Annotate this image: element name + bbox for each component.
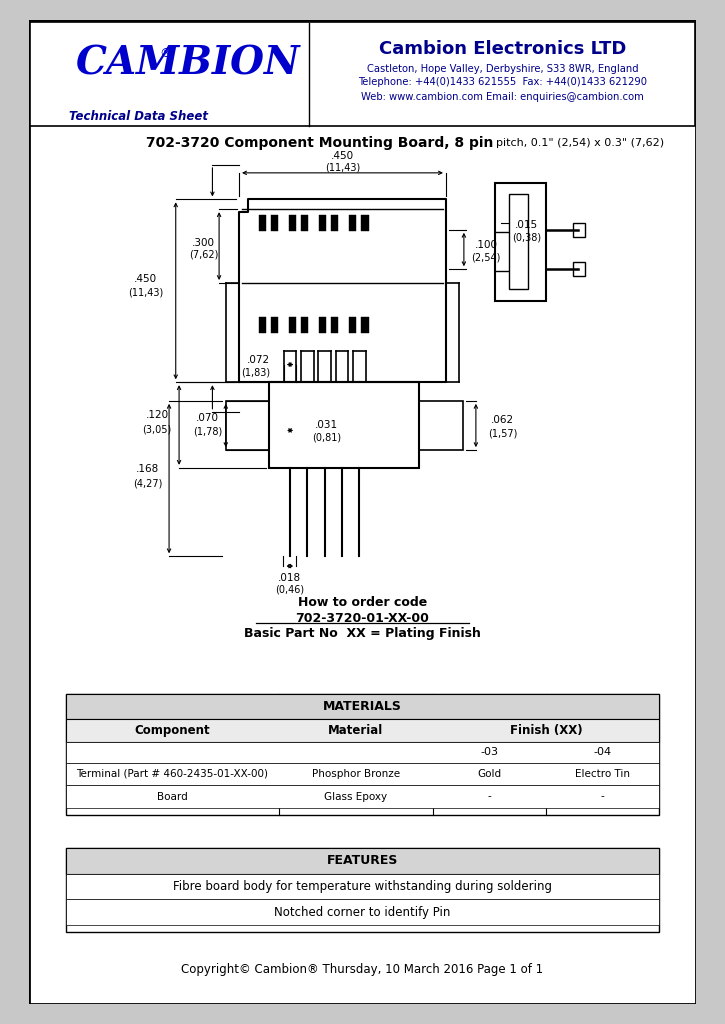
Text: Notched corner to identify Pin: Notched corner to identify Pin [274,905,451,919]
Bar [331,317,339,333]
Text: FEATURES: FEATURES [327,854,398,867]
Bar [66,720,659,742]
Text: .120: .120 [146,411,169,420]
Text: Material: Material [328,724,384,737]
Text: (1,57): (1,57) [488,428,517,438]
Text: Basic Part No  XX = Plating Finish: Basic Part No XX = Plating Finish [244,628,481,640]
Text: -: - [601,792,605,802]
Text: .015: .015 [515,220,538,230]
Text: .070: .070 [196,413,219,423]
Text: -: - [487,792,491,802]
Text: , pitch, 0.1" (2,54) x 0.3" (7,62): , pitch, 0.1" (2,54) x 0.3" (7,62) [489,138,664,148]
Bar [573,262,584,276]
Bar [66,785,659,808]
Text: .300: .300 [192,238,215,248]
Text: (11,43): (11,43) [325,163,360,173]
Text: ®: ® [160,47,172,60]
Text: .062: .062 [491,415,514,425]
Text: Gold: Gold [477,769,501,779]
Bar [349,317,357,333]
Text: -04: -04 [594,748,612,758]
Text: Copyright© Cambion® Thursday, 10 March 2016 Page 1 of 1: Copyright© Cambion® Thursday, 10 March 2… [181,963,544,976]
Text: Technical Data Sheet: Technical Data Sheet [69,111,208,123]
Bar [509,195,528,289]
Text: Glass Epoxy: Glass Epoxy [324,792,387,802]
Text: .018: .018 [278,572,302,583]
Bar [66,763,659,785]
Text: .450: .450 [134,274,157,284]
Text: Component: Component [135,724,210,737]
Bar [269,382,419,468]
Bar [494,182,546,301]
Text: -03: -03 [480,748,498,758]
Bar [66,899,659,925]
Text: Finish (XX): Finish (XX) [510,724,582,737]
Text: (0,38): (0,38) [512,232,541,243]
Bar [349,215,357,230]
Bar [225,401,269,451]
Text: Web: www.cambion.com Email: enquiries@cambion.com: Web: www.cambion.com Email: enquiries@ca… [361,92,644,102]
Text: .072: .072 [247,354,270,365]
Text: .031: .031 [315,420,339,429]
Text: Electro Tin: Electro Tin [575,769,630,779]
Text: Terminal (Part # 460-2435-01-XX-00): Terminal (Part # 460-2435-01-XX-00) [76,769,268,779]
Text: (0,46): (0,46) [276,585,304,595]
Text: (7,62): (7,62) [189,250,218,259]
Bar [66,742,659,763]
Text: (1,83): (1,83) [241,368,270,378]
Text: How to order code: How to order code [298,596,427,609]
Bar [289,215,297,230]
Bar [361,317,368,333]
Text: Telephone: +44(0)1433 621555  Fax: +44(0)1433 621290: Telephone: +44(0)1433 621555 Fax: +44(0)… [358,78,647,87]
Bar [271,317,278,333]
Text: .100: .100 [474,240,497,250]
Bar [271,215,278,230]
Bar [319,215,326,230]
Bar [319,317,326,333]
Text: (11,43): (11,43) [128,288,163,298]
Text: Board: Board [157,792,188,802]
Text: (2,54): (2,54) [471,252,500,262]
Bar [66,848,659,873]
Text: 702-3720 Component Mounting Board, 8 pin: 702-3720 Component Mounting Board, 8 pin [146,136,493,151]
Bar [66,694,659,815]
Text: Cambion Electronics LTD: Cambion Electronics LTD [379,40,626,58]
Bar [66,694,659,720]
Text: Phosphor Bronze: Phosphor Bronze [312,769,400,779]
Text: CAMBION: CAMBION [75,45,300,83]
Bar [331,215,339,230]
Text: Castleton, Hope Valley, Derbyshire, S33 8WR, England: Castleton, Hope Valley, Derbyshire, S33 … [367,63,639,74]
Text: (0,81): (0,81) [312,432,341,442]
Text: 702-3720-01-XX-00: 702-3720-01-XX-00 [296,611,429,625]
Text: (4,27): (4,27) [133,478,162,488]
Text: MATERIALS: MATERIALS [323,700,402,713]
Bar [301,215,308,230]
Text: .450: .450 [331,152,354,161]
Bar [361,215,368,230]
Bar [30,23,695,126]
Bar [66,873,659,899]
Bar [289,317,297,333]
Bar [259,317,267,333]
Text: (3,05): (3,05) [142,425,172,435]
Bar [259,215,267,230]
Text: (1,78): (1,78) [193,426,223,436]
Bar [301,317,308,333]
Text: .168: .168 [136,464,160,474]
Bar [419,401,463,451]
Text: Fibre board body for temperature withstanding during soldering: Fibre board body for temperature withsta… [173,880,552,893]
Bar [573,223,584,237]
Bar [66,848,659,932]
